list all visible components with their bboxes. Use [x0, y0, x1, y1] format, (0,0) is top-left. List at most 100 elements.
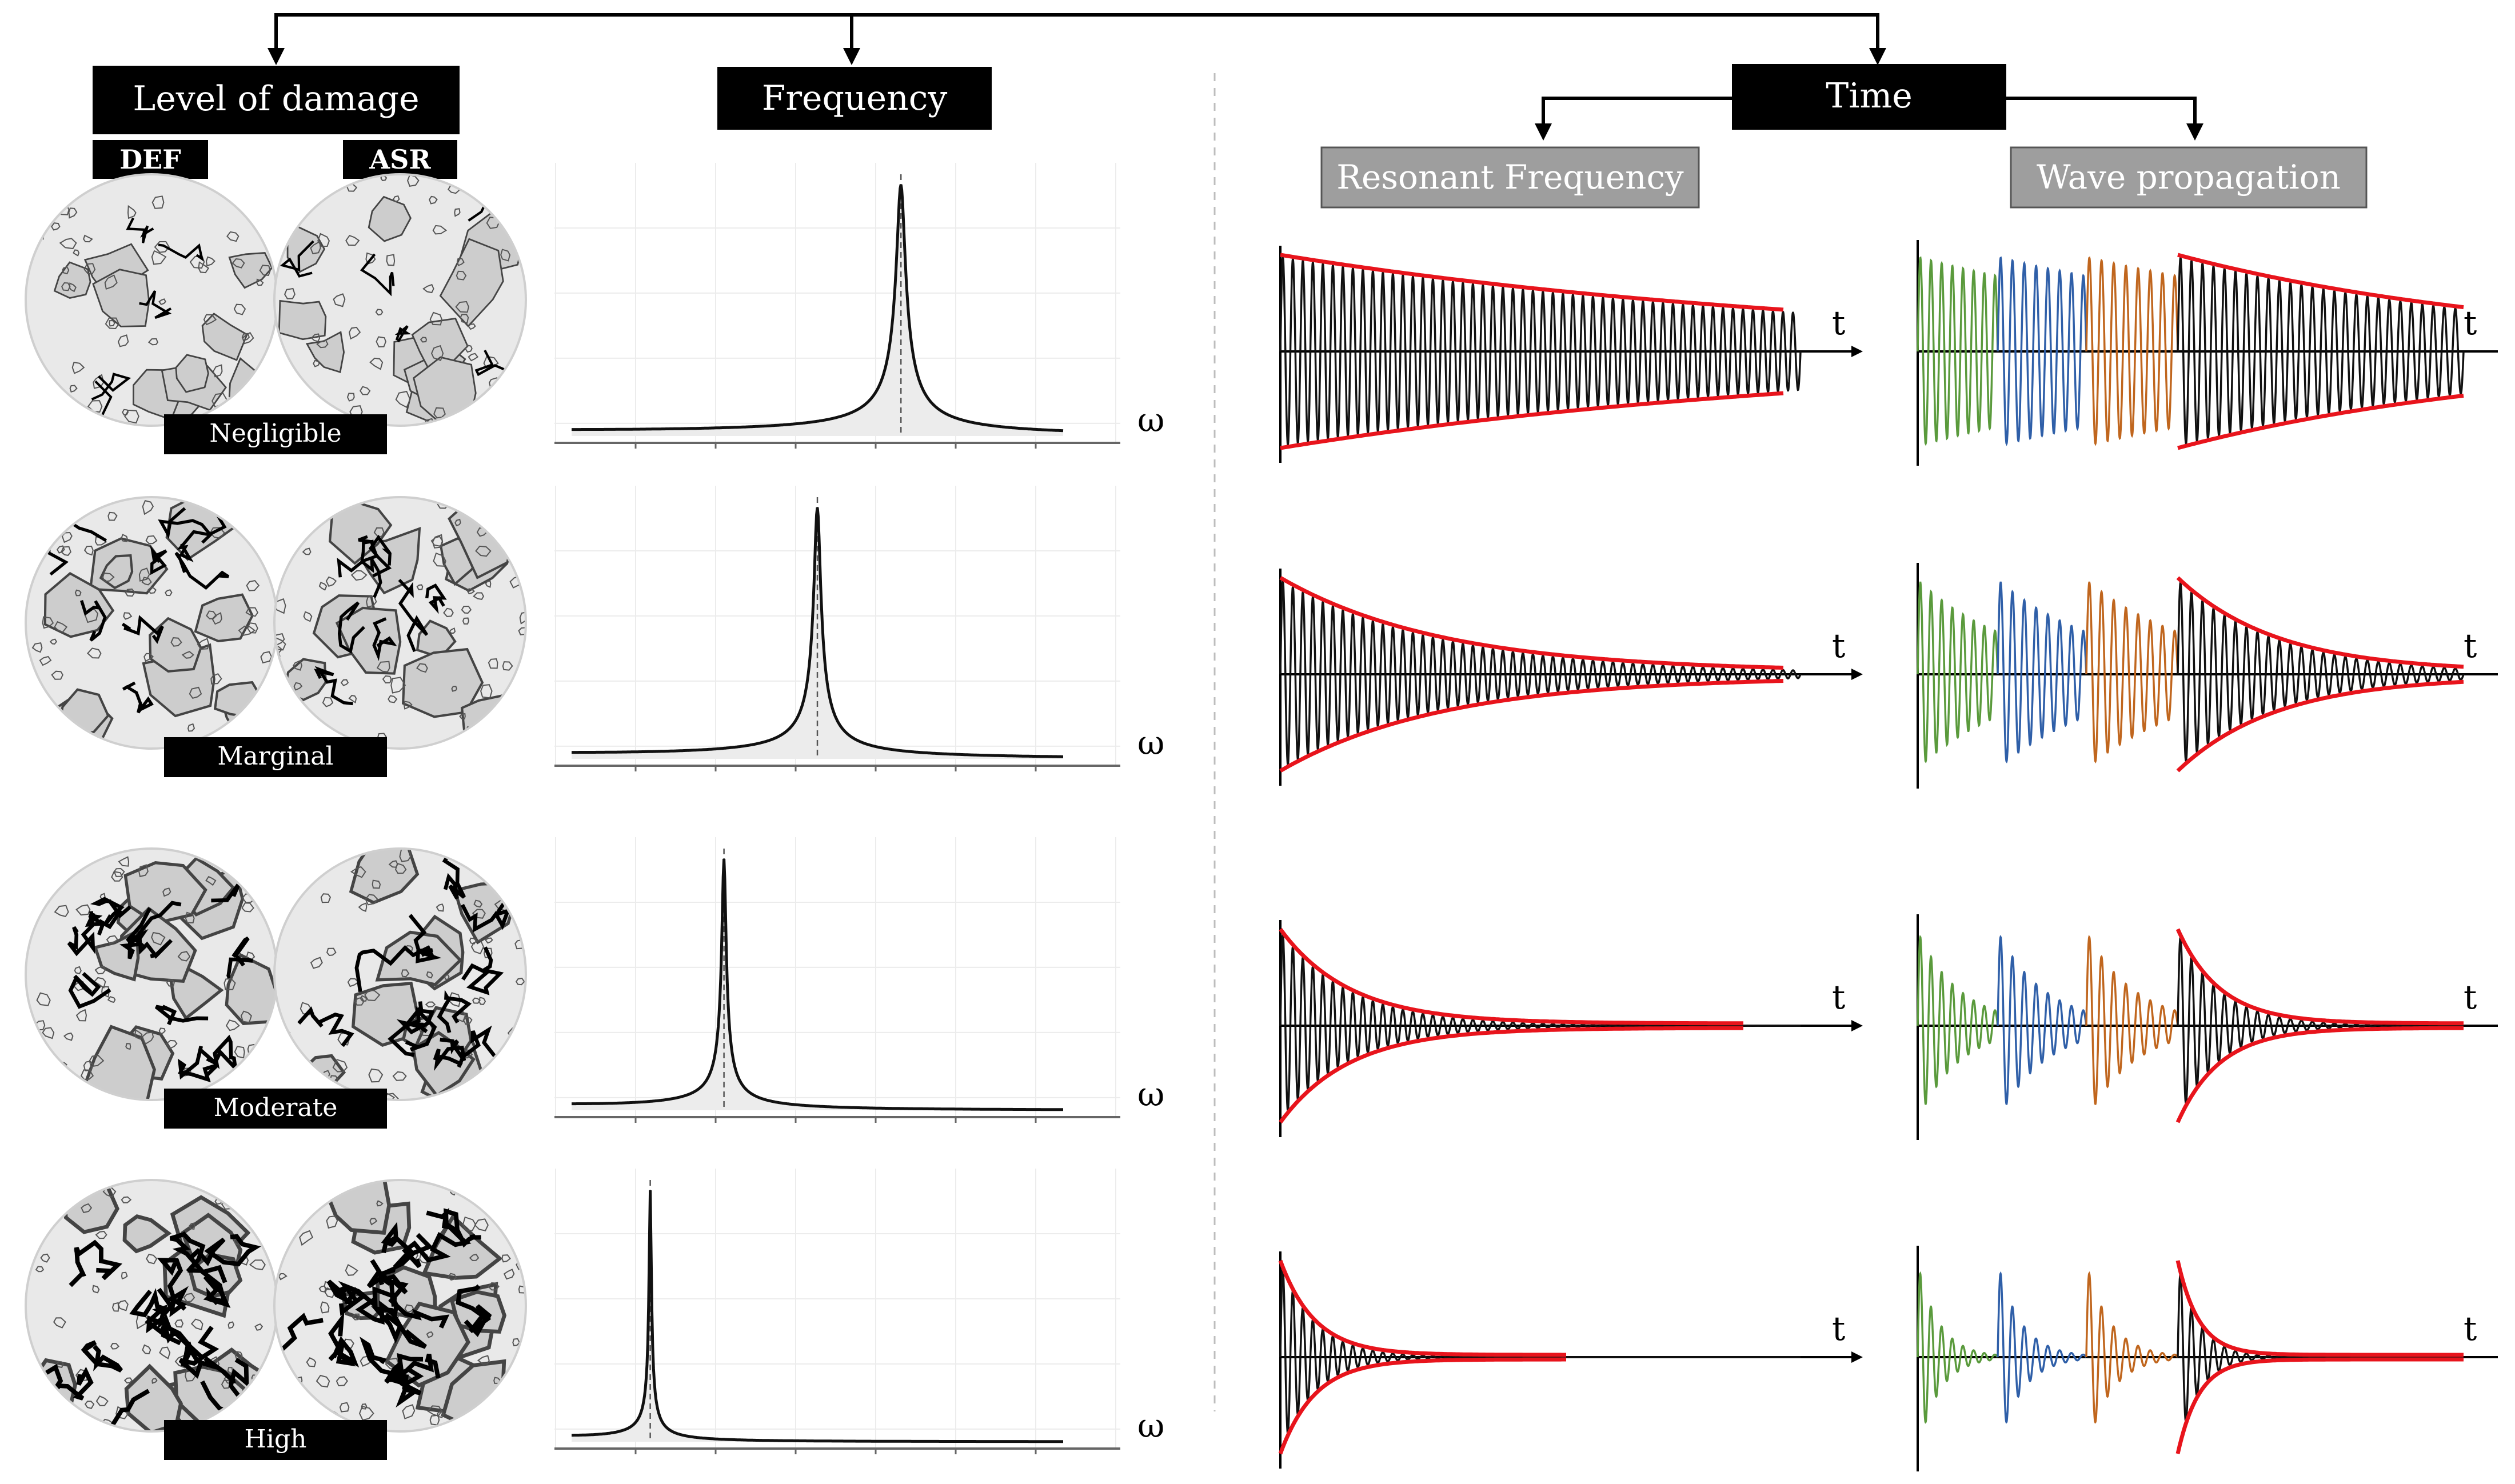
pore: [111, 1302, 119, 1312]
crack: [91, 373, 131, 401]
header-resonant-label: Resonant Frequency: [1336, 158, 1684, 197]
pore: [74, 966, 82, 975]
pore: [246, 580, 260, 591]
pore: [197, 638, 210, 650]
pore: [151, 250, 167, 265]
pore: [57, 545, 65, 554]
damage-row-moderate: Moderate ω t t: [25, 837, 2498, 1140]
pore: [469, 937, 477, 945]
header-wave-label: Wave propagation: [2037, 158, 2341, 197]
pore: [504, 194, 512, 203]
pore: [477, 1355, 490, 1365]
pore: [268, 502, 277, 513]
pore: [49, 857, 62, 870]
aggregate: [305, 331, 345, 374]
disc-outline: [273, 173, 527, 427]
frequency-response-plot: ω: [554, 837, 1164, 1123]
pore: [145, 535, 158, 545]
crack: [426, 1207, 481, 1248]
pore: [223, 978, 236, 990]
pore: [63, 1032, 74, 1041]
pore: [484, 937, 493, 944]
crack: [274, 1313, 324, 1374]
pore: [92, 1285, 100, 1294]
pore: [372, 879, 381, 889]
def-tag-label: DEF: [119, 144, 181, 175]
wave-packet-1: [1917, 256, 1999, 446]
pore: [146, 1254, 158, 1265]
pore: [464, 497, 472, 503]
pore: [250, 188, 265, 202]
crack: [137, 901, 182, 959]
pore: [501, 1254, 511, 1263]
pore: [36, 992, 51, 1006]
damage-row-marginal: Marginal ω t t: [25, 486, 2498, 789]
pore: [185, 911, 195, 923]
aggregate: [201, 313, 248, 361]
pore: [121, 1196, 132, 1203]
pore: [36, 1218, 46, 1229]
pore: [369, 357, 384, 370]
crack: [121, 615, 164, 644]
pore: [225, 1019, 240, 1031]
pore: [339, 1402, 350, 1413]
pore: [54, 621, 68, 633]
pore: [73, 249, 80, 257]
pore: [37, 871, 50, 879]
pore: [509, 1379, 516, 1386]
pore: [234, 1046, 245, 1059]
pore: [238, 625, 256, 636]
pore: [249, 857, 264, 869]
wave-propagation-plot: t: [1917, 914, 2498, 1140]
crack: [368, 534, 392, 578]
pore: [459, 713, 466, 720]
crack: [226, 936, 253, 979]
pore: [174, 1319, 184, 1328]
pore: [430, 535, 444, 547]
crack: [384, 1353, 424, 1390]
pore: [117, 334, 129, 347]
pore: [431, 345, 444, 361]
pore: [436, 903, 445, 912]
pore: [508, 227, 515, 235]
resonant-decay-plot: t: [1279, 569, 1863, 786]
crack: [81, 1340, 123, 1373]
pore: [452, 740, 463, 749]
pore: [234, 1351, 243, 1360]
pore: [455, 301, 469, 313]
level-label-box: High: [164, 1420, 387, 1460]
frequency-response-plot: ω: [554, 1169, 1164, 1454]
pore: [303, 611, 313, 622]
pore: [32, 1363, 41, 1372]
def-sample-disc: [25, 496, 278, 750]
pore: [293, 659, 302, 671]
header-time: Time: [1732, 64, 2006, 130]
level-label-box: Marginal: [164, 737, 387, 777]
pore: [325, 576, 337, 587]
wave-composite-signal: [2177, 255, 2465, 447]
pore: [426, 971, 433, 979]
pore: [151, 931, 166, 946]
pore: [177, 951, 191, 962]
pore: [293, 682, 303, 691]
frequency-response-plot: ω: [554, 486, 1164, 771]
pore: [75, 904, 91, 916]
wave-upper-envelope: [2176, 576, 2464, 669]
pore: [189, 1222, 195, 1230]
pore: [380, 175, 388, 181]
pore: [310, 333, 321, 342]
lower-envelope: [1279, 1026, 1743, 1124]
pore: [244, 1081, 252, 1088]
pore: [350, 866, 366, 878]
pore: [127, 205, 137, 219]
pore: [352, 1313, 361, 1321]
pore: [83, 497, 98, 510]
resonant-signal: [1279, 932, 1801, 1113]
pore: [358, 902, 368, 912]
crack: [80, 599, 107, 642]
pore: [512, 1338, 521, 1347]
crack: [152, 1287, 203, 1359]
damage-row-negligible: Negligible ω t t: [25, 163, 2498, 466]
crack: [439, 1025, 498, 1068]
pore: [249, 1259, 266, 1270]
